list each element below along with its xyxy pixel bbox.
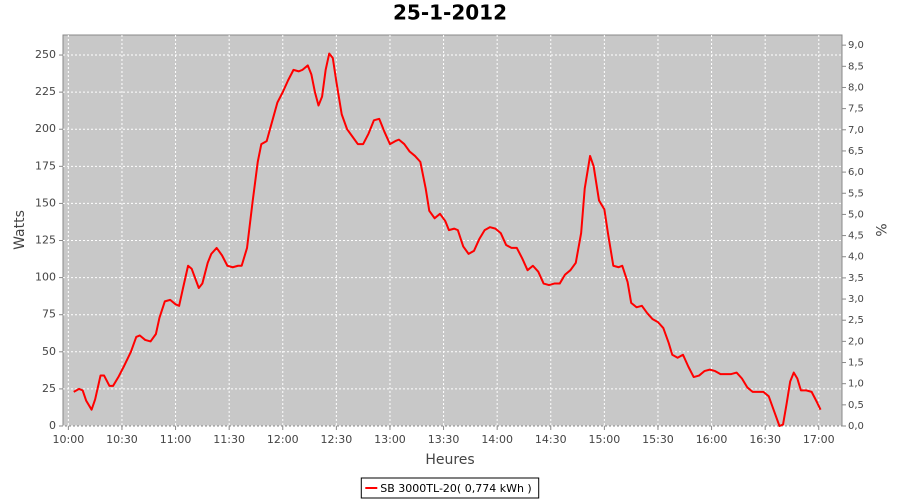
y2-tick-label: 5,5 — [848, 188, 864, 199]
y2-tick-label: 6,5 — [848, 146, 864, 157]
y2-tick-label: 9,0 — [848, 40, 864, 51]
y2-tick-label: 4,0 — [848, 252, 864, 263]
y2-tick-label: 3,5 — [848, 273, 864, 284]
x-tick-label: 16:30 — [749, 433, 781, 446]
y2-tick-label: 1,5 — [848, 358, 864, 369]
y2-tick-label: 0,0 — [848, 421, 864, 432]
x-tick-label: 16:00 — [696, 433, 728, 446]
y-tick-label: 175 — [35, 159, 56, 172]
y2-tick-label: 7,5 — [848, 104, 864, 115]
y2-tick-label: 8,0 — [848, 82, 864, 93]
x-tick-label: 17:00 — [803, 433, 835, 446]
data-line — [73, 52, 822, 427]
y-tick-label: 0 — [49, 419, 56, 432]
y-tick-label: 250 — [35, 48, 56, 61]
x-tick-label: 14:00 — [481, 433, 513, 446]
chart-title: 25-1-2012 — [393, 1, 507, 25]
y-tick-label: 100 — [35, 271, 56, 284]
y2-tick-label: 6,0 — [848, 167, 864, 178]
legend-box — [360, 477, 540, 499]
y-axis-label: Watts — [12, 210, 28, 250]
y-tick-label: 150 — [35, 196, 56, 209]
y-tick-label: 75 — [42, 308, 56, 321]
x-tick-label: 15:30 — [642, 433, 674, 446]
x-tick-label: 11:30 — [213, 433, 245, 446]
plot-area — [62, 34, 843, 427]
x-tick-label: 10:00 — [53, 433, 85, 446]
x-tick-label: 11:00 — [160, 433, 192, 446]
y2-tick-label: 5,0 — [848, 209, 864, 220]
y-tick-label: 25 — [42, 382, 56, 395]
y2-tick-label: 0,5 — [848, 400, 864, 411]
y2-tick-label: 2,5 — [848, 315, 864, 326]
y2-tick-label: 3,0 — [848, 294, 864, 305]
y-tick-label: 200 — [35, 122, 56, 135]
x-tick-label: 13:00 — [374, 433, 406, 446]
x-tick-label: 13:30 — [428, 433, 460, 446]
x-tick-label: 12:30 — [321, 433, 353, 446]
y2-tick-label: 1,0 — [848, 379, 864, 390]
y-tick-label: 225 — [35, 85, 56, 98]
y2-tick-label: 7,0 — [848, 125, 864, 136]
y2-axis-label: % — [872, 223, 888, 236]
y2-tick-label: 2,0 — [848, 336, 864, 347]
x-tick-label: 15:00 — [589, 433, 621, 446]
legend-label: SB 3000TL-20( 0,774 kWh ) — [380, 482, 531, 495]
x-tick-label: 14:30 — [535, 433, 567, 446]
y-tick-label: 50 — [42, 345, 56, 358]
y2-tick-label: 4,5 — [848, 231, 864, 242]
y-tick-label: 125 — [35, 234, 56, 247]
x-tick-label: 10:30 — [106, 433, 138, 446]
y2-tick-label: 8,5 — [848, 61, 864, 72]
legend: SB 3000TL-20( 0,774 kWh ) — [360, 477, 540, 499]
x-tick-label: 12:00 — [267, 433, 299, 446]
x-axis-label: Heures — [425, 452, 474, 468]
